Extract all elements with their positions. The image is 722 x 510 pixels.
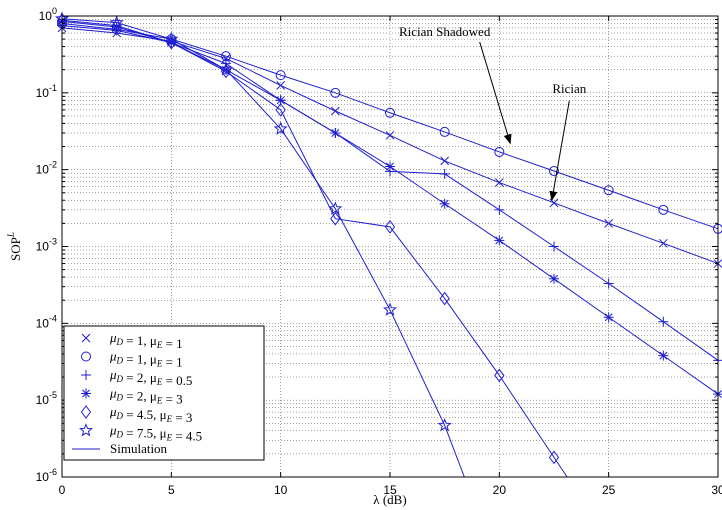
data-point-star [330, 128, 341, 139]
data-point-star [603, 312, 614, 323]
data-point-plus [658, 316, 669, 327]
legend-entry-label: μD = 7.5, μE = 4.5 [109, 423, 202, 444]
y-tick-label: 10-5 [36, 390, 57, 407]
legend-entry-label: μD = 4.5, μE = 3 [109, 404, 192, 425]
data-point-plus [439, 168, 450, 179]
simulation-line [61, 19, 568, 478]
legend-marker-pentagram [78, 423, 94, 437]
annotation-arrow [549, 100, 570, 202]
data-point-star [658, 350, 669, 361]
annotation-arrow [479, 41, 512, 145]
data-point-circle [549, 166, 559, 177]
legend-marker-star [81, 388, 91, 399]
data-point-circle [439, 126, 450, 137]
data-point-pentagram [382, 302, 398, 316]
data-point-star [494, 235, 505, 246]
legend-entry-label: Simulation [110, 441, 168, 456]
data-point-pentagram [437, 417, 452, 432]
y-tick-label: 10-3 [36, 237, 57, 254]
y-tick-label: 10-4 [36, 313, 57, 330]
data-point-x [385, 130, 395, 140]
data-point-plus [494, 204, 505, 215]
y-axis-label: SOPL [6, 232, 23, 261]
data-point-pentagram [164, 31, 179, 46]
legend-marker-x [81, 333, 91, 343]
x-tick-label: 15 [383, 483, 397, 497]
data-point-pentagram [109, 15, 124, 29]
x-tick-label: 10 [274, 483, 288, 497]
legend: μD = 1, μE = 1μD = 1, μE = 1μD = 2, μE =… [63, 325, 265, 461]
legend-marker-diamond [80, 405, 92, 419]
legend-box [63, 325, 265, 461]
data-point-diamond [439, 291, 450, 306]
data-point-pentagram [273, 121, 288, 135]
data-point-star [439, 198, 450, 209]
data-point-circle [330, 87, 341, 98]
legend-entry-label: μD = 2, μE = 0.5 [109, 367, 192, 388]
data-point-circle [275, 70, 286, 81]
data-point-diamond [384, 220, 396, 234]
legend-entry-label: μD = 2, μE = 3 [109, 386, 183, 407]
data-point-diamond [220, 64, 232, 79]
data-point-circle [658, 204, 669, 215]
data-point-diamond [275, 103, 286, 117]
annotation-label: Rician Shadowed [399, 24, 491, 39]
x-tick-label: 30 [711, 483, 722, 497]
data-point-circle [494, 146, 505, 157]
legend-entry-label: μD = 1, μE = 1 [109, 330, 183, 351]
data-point-x [658, 238, 668, 248]
x-axis-label: λ (dB) [373, 492, 406, 507]
simulation-line [61, 18, 465, 478]
data-point-diamond [494, 368, 505, 383]
data-point-circle [603, 185, 614, 196]
series-layer [54, 11, 722, 478]
data-point-x [494, 178, 504, 187]
y-axis-label-text: SOPL [6, 232, 23, 261]
annotations: Rician Shadowed Rician [399, 24, 587, 202]
tick-labels: 0 5 10 15 20 25 30 100 10-1 10-2 10-3 10-4 10-5 10-6 [36, 6, 722, 497]
legend-marker-plus [81, 370, 91, 380]
data-point-x [330, 106, 340, 116]
x-tick-label: 5 [168, 483, 175, 497]
y-tick-label: 100 [39, 6, 57, 23]
x-tick-label: 20 [493, 483, 507, 497]
data-point-plus [603, 278, 614, 289]
x-tick-label: 25 [602, 483, 616, 497]
data-point-circle [385, 107, 395, 118]
data-point-x [276, 81, 286, 90]
data-point-pentagram [218, 62, 234, 76]
legend-entry-label: μD = 1, μE = 1 [109, 349, 183, 370]
x-tick-label: 0 [59, 483, 66, 497]
y-tick-label: 10-2 [36, 160, 57, 177]
data-point-x [604, 219, 614, 228]
data-point-star [385, 161, 395, 172]
data-point-diamond [548, 450, 560, 465]
data-point-pentagram [328, 201, 343, 215]
data-point-plus [549, 241, 559, 252]
data-point-star [549, 273, 559, 284]
data-point-diamond [330, 211, 341, 226]
data-point-x [440, 156, 450, 166]
legend-marker-circle [81, 351, 91, 362]
data-point-x [221, 54, 231, 63]
annotation-label: Rician [552, 81, 586, 96]
y-tick-label: 10-1 [36, 83, 57, 100]
y-tick-label: 10-6 [36, 467, 57, 484]
